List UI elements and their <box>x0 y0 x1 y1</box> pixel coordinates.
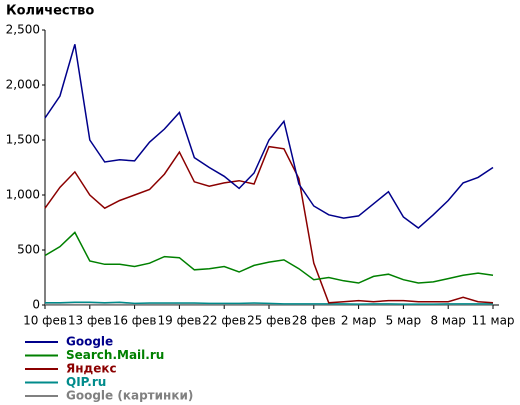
x-tick-label: 13 фев <box>68 314 112 328</box>
x-tick-label: 25 фев <box>247 314 291 328</box>
y-tick-label: 0 <box>32 298 40 312</box>
legend-label: Search.Mail.ru <box>66 348 164 362</box>
y-tick-label: 500 <box>17 243 40 257</box>
series-line <box>45 301 493 305</box>
x-tick-label: 11 мар <box>471 314 514 328</box>
series-line <box>44 231 494 284</box>
x-tick-label: 19 фев <box>157 314 201 328</box>
x-tick-label: 2 мар <box>341 314 376 328</box>
y-tick-label: 2,500 <box>6 23 40 37</box>
y-tick-label: 1,000 <box>6 188 40 202</box>
legend-label: Google (картинки) <box>66 389 193 403</box>
legend-label: Google <box>66 335 113 349</box>
x-tick-label: 28 фев <box>292 314 336 328</box>
chart-title: Количество <box>6 4 94 19</box>
x-tick-label: 22 фев <box>202 314 246 328</box>
x-tick-label: 16 фев <box>113 314 157 328</box>
series-line <box>44 44 494 229</box>
x-tick-label: 10 фев <box>23 314 67 328</box>
x-tick-label: 5 мар <box>386 314 421 328</box>
y-tick-label: 2,000 <box>6 78 40 92</box>
y-tick-label: 1,500 <box>6 133 40 147</box>
series-line <box>44 145 494 304</box>
legend-label: QIP.ru <box>66 375 106 389</box>
x-tick-label: 8 мар <box>430 314 465 328</box>
legend-label: Яндекс <box>66 362 117 376</box>
